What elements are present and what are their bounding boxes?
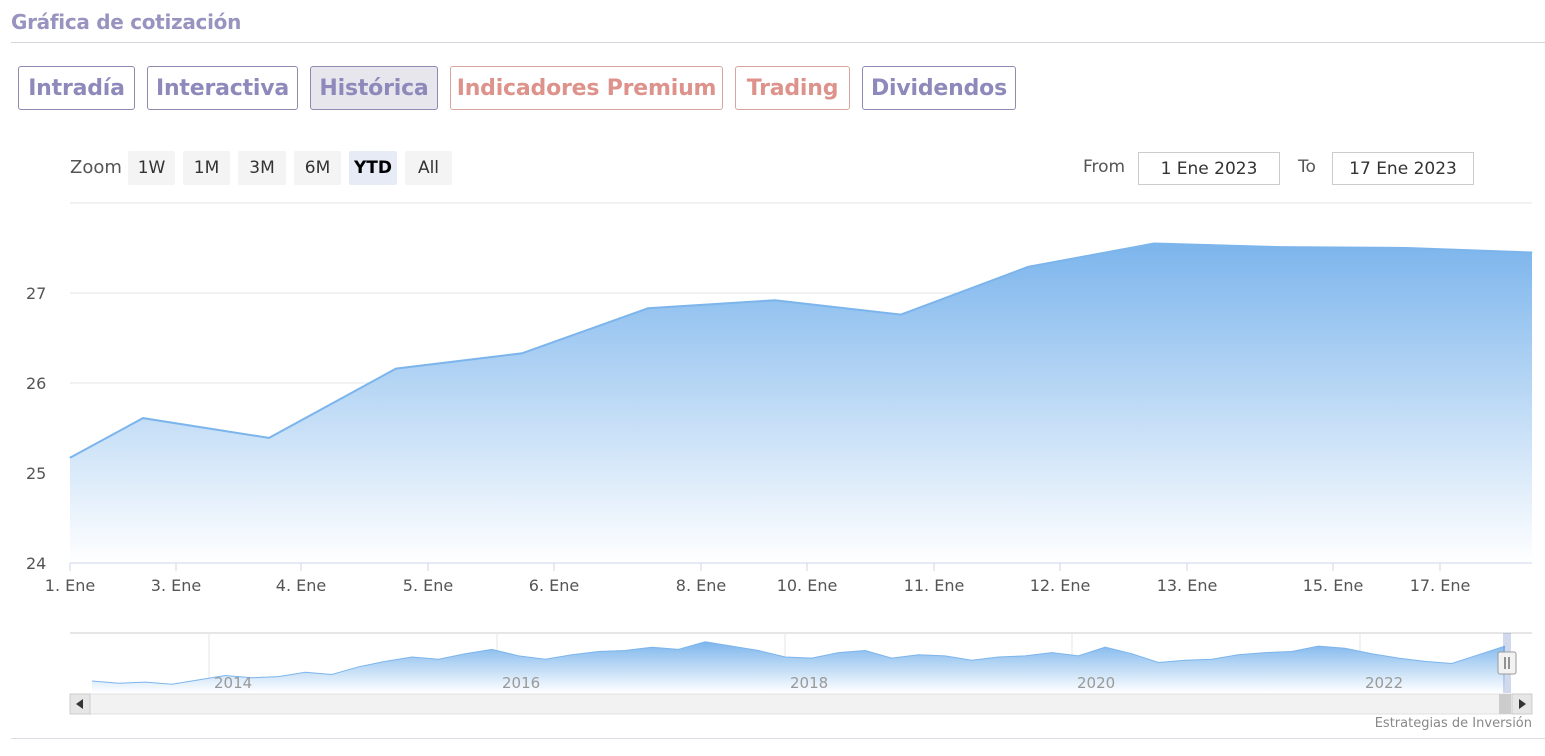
x-tick-label: 10. Ene: [777, 576, 838, 595]
title-divider: [11, 42, 1545, 43]
zoom-6m-button[interactable]: 6M: [294, 151, 341, 185]
series-point: [774, 299, 776, 301]
series-point: [521, 352, 523, 354]
from-date-input[interactable]: 1 Ene 2023: [1138, 152, 1280, 185]
bottom-divider: [11, 738, 1545, 739]
navigator-year-label: 2022: [1365, 674, 1403, 692]
navigator-year-label: 2018: [790, 674, 828, 692]
to-date-input[interactable]: 17 Ene 2023: [1332, 152, 1474, 185]
tab-interactiva[interactable]: Interactiva: [147, 66, 298, 110]
x-tick-label: 3. Ene: [151, 576, 201, 595]
series-point: [268, 437, 270, 439]
scrollbar-track[interactable]: [69, 693, 1533, 715]
y-tick-label: 25: [26, 464, 46, 483]
series-point: [69, 457, 71, 459]
zoom-1w-button[interactable]: 1W: [128, 151, 175, 185]
series-point: [900, 314, 902, 316]
chart-credit: Estrategias de Inversión: [1374, 716, 1532, 731]
scroll-left-arrow-icon: [76, 699, 83, 709]
x-tick-label: 17. Ene: [1410, 576, 1471, 595]
navigator-year-label: 2020: [1077, 674, 1115, 692]
y-tick-label: 27: [26, 284, 46, 303]
series-area: [70, 243, 1532, 563]
tab-historica[interactable]: Histórica: [310, 66, 438, 110]
x-tick-label: 1. Ene: [45, 576, 95, 595]
tab-trading[interactable]: Trading: [735, 66, 850, 110]
zoom-ytd-button[interactable]: YTD: [349, 151, 397, 185]
series-point: [1531, 252, 1533, 253]
x-tick-label: 11. Ene: [904, 576, 965, 595]
section-title: Gráfica de cotización: [11, 10, 242, 34]
navigator-handle[interactable]: [1497, 651, 1517, 675]
series-point: [1279, 246, 1281, 248]
x-tick-label: 12. Ene: [1030, 576, 1091, 595]
series-point: [1027, 266, 1029, 268]
series-point: [1406, 247, 1408, 249]
y-tick-label: 26: [26, 374, 46, 393]
to-label: To: [1298, 157, 1316, 177]
zoom-label: Zoom: [70, 157, 122, 178]
x-tick-label: 13. Ene: [1157, 576, 1218, 595]
x-tick-label: 4. Ene: [276, 576, 326, 595]
tab-dividendos[interactable]: Dividendos: [862, 66, 1016, 110]
x-tick-label: 8. Ene: [676, 576, 726, 595]
zoom-3m-button[interactable]: 3M: [238, 151, 286, 185]
scroll-right-arrow-icon: [1519, 699, 1526, 709]
navigator-area: [92, 641, 1505, 693]
series-point: [395, 368, 397, 370]
tab-indicadores-premium[interactable]: Indicadores Premium: [450, 66, 723, 110]
series-point: [647, 307, 649, 309]
x-tick-label: 15. Ene: [1303, 576, 1364, 595]
scrollbar-thumb[interactable]: [1499, 694, 1511, 714]
series-point: [142, 417, 144, 419]
navigator-line: [91, 641, 1506, 685]
series-point: [1153, 243, 1155, 244]
zoom-1m-button[interactable]: 1M: [183, 151, 230, 185]
x-tick-label: 6. Ene: [529, 576, 579, 595]
navigator-year-label: 2014: [214, 674, 252, 692]
zoom-all-button[interactable]: All: [405, 151, 452, 185]
x-tick-label: 5. Ene: [403, 576, 453, 595]
from-label: From: [1083, 157, 1126, 177]
tab-intradia[interactable]: Intradía: [18, 66, 135, 110]
y-tick-label: 24: [26, 554, 46, 573]
navigator-year-label: 2016: [502, 674, 540, 692]
